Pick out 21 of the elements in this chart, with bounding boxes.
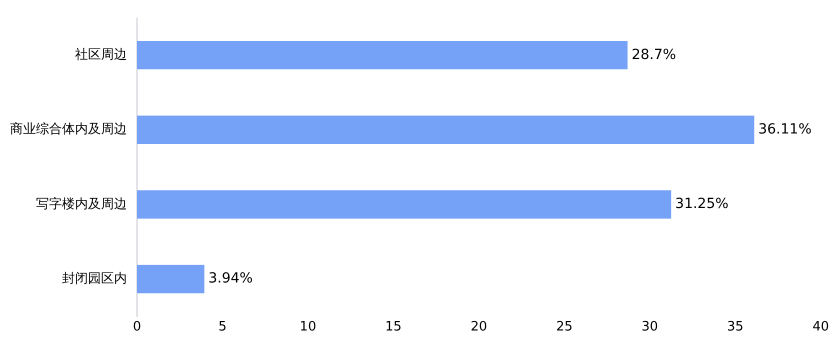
x-tick-label: 25 <box>556 320 573 335</box>
bar <box>137 264 204 294</box>
y-tick-label: 商业综合体内及周边 <box>10 122 127 138</box>
x-tick-label: 40 <box>812 320 829 335</box>
data-label: 36.11% <box>758 121 812 138</box>
data-label: 28.7% <box>632 46 676 63</box>
data-label: 31.25% <box>675 196 729 212</box>
x-tick-label: 30 <box>642 320 658 335</box>
x-tick-label: 0 <box>132 320 142 335</box>
y-tick-label: 社区周边 <box>75 48 127 62</box>
x-tick-label: 10 <box>300 320 316 335</box>
y-tick-label: 写字楼内及周边 <box>36 196 127 212</box>
x-tick-label: 15 <box>385 320 402 335</box>
x-tick-label: 5 <box>218 320 227 335</box>
bar <box>137 40 628 70</box>
bar <box>137 190 672 219</box>
data-label: 3.94% <box>208 270 253 287</box>
y-tick-label: 封闭园区内 <box>62 271 127 286</box>
bar <box>137 116 754 144</box>
x-tick-label: 20 <box>470 320 488 335</box>
x-tick-label: 35 <box>726 320 744 335</box>
